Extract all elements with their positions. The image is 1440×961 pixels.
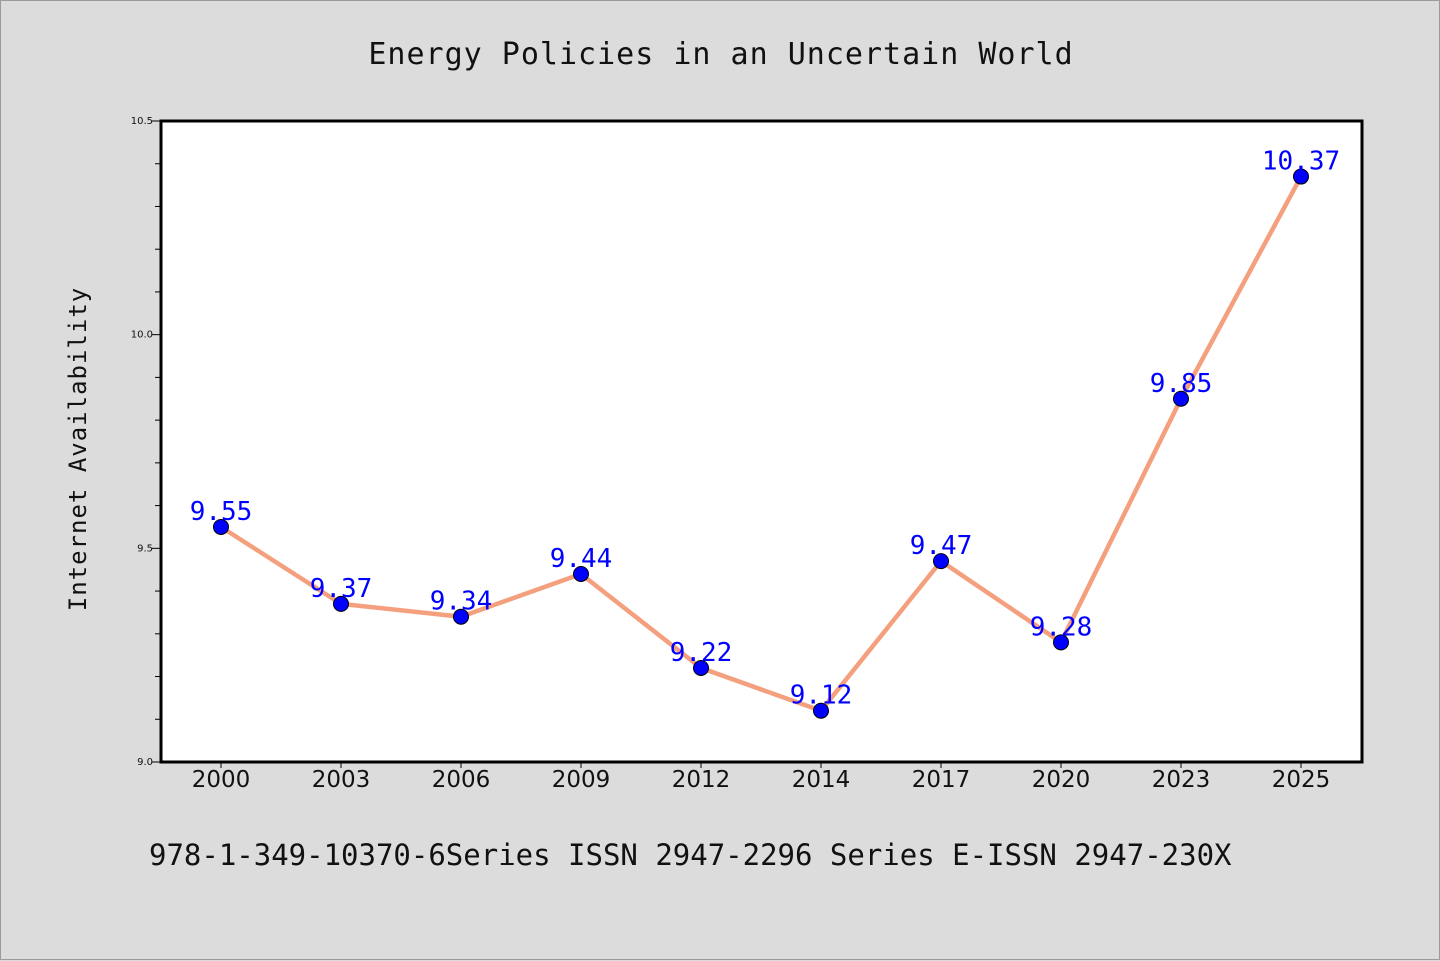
x-tick-label: 2025 — [1272, 767, 1331, 793]
data-label: 9.12 — [790, 681, 853, 711]
data-point-marker — [333, 595, 349, 612]
series-line — [218, 174, 1304, 713]
x-tick-label: 2017 — [912, 767, 971, 793]
data-point-marker — [213, 518, 229, 535]
x-tick-label: 2020 — [1032, 767, 1091, 793]
data-point-marker — [1053, 634, 1069, 651]
y-tick-label: 9.0 — [137, 757, 153, 768]
x-tick-label: 2012 — [672, 767, 731, 793]
x-tick-label: 2000 — [192, 767, 251, 793]
x-tick-label: 2006 — [432, 767, 491, 793]
y-tick-label: 10.0 — [131, 330, 153, 341]
y-axis: 9.0 9.5 10.0 10.5 — [131, 116, 161, 768]
data-point-marker — [573, 565, 589, 582]
data-label: 9.37 — [310, 574, 373, 604]
chart-title: Energy Policies in an Uncertain World — [368, 37, 1073, 72]
data-label: 9.85 — [1150, 369, 1213, 399]
x-tick-label: 2014 — [792, 767, 851, 793]
x-tick-label: 2023 — [1152, 767, 1211, 793]
data-label: 9.44 — [550, 544, 613, 574]
x-tick-label: 2009 — [552, 767, 611, 793]
data-label: 9.34 — [430, 587, 493, 617]
y-tick-label: 9.5 — [137, 543, 153, 554]
data-label: 9.22 — [670, 638, 733, 668]
data-point-marker — [1173, 390, 1189, 407]
y-axis-label: Internet Availability — [64, 287, 92, 611]
data-point-marker — [813, 702, 829, 719]
series-layer: 9.55 9.37 9.34 9.44 9.22 9.12 9.47 9.28 9.85 10.3… — [190, 147, 1340, 719]
data-label: 9.28 — [1030, 612, 1093, 642]
data-label: 10.37 — [1262, 147, 1340, 177]
footer-isbn-text: 978-1-349-10370-6Series ISSN 2947-2296 S… — [149, 838, 1232, 872]
data-point-marker — [453, 608, 469, 625]
data-label: 9.47 — [910, 531, 973, 561]
x-axis: 2000 2003 2006 2009 2012 2014 2017 2020 2023 2025 — [192, 762, 1331, 793]
data-point-marker — [693, 659, 709, 676]
x-tick-label: 2003 — [312, 767, 371, 793]
plot-area — [159, 119, 1364, 764]
data-point-marker — [1293, 168, 1309, 185]
data-point-marker — [933, 553, 949, 570]
y-tick-label: 10.5 — [131, 116, 153, 127]
data-label: 9.55 — [190, 497, 253, 527]
